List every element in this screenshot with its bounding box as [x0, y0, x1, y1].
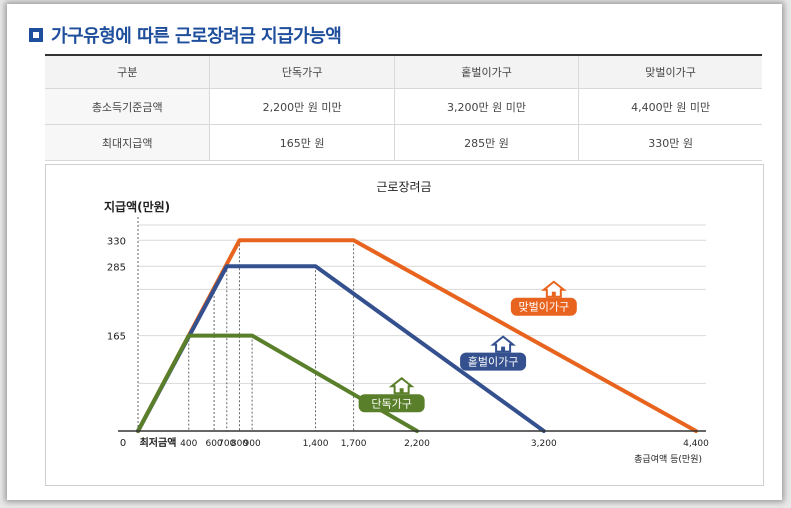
- house-icon: [490, 335, 516, 353]
- x-tick-label: 1,700: [341, 439, 367, 449]
- x-tick-label: 600: [205, 439, 222, 449]
- x-tick-label: 2,200: [404, 439, 430, 449]
- series-label-text: 맞벌이가구: [519, 301, 570, 314]
- y-tick-label: 165: [107, 332, 126, 343]
- table-header-row: 구분 단독가구 홑벌이가구 맞벌이가구: [45, 55, 762, 89]
- series-lines: [136, 238, 698, 433]
- table-row: 최대지급액 165만 원 285만 원 330만 원: [45, 124, 762, 161]
- y-tick-label: 330: [107, 236, 126, 247]
- series-label-badge: [460, 352, 527, 371]
- x-min-label: 최저금액: [140, 436, 177, 449]
- row-label: 최대지급액: [45, 124, 211, 161]
- x-tick-label: 700: [218, 439, 235, 449]
- grid-lines: [138, 224, 706, 384]
- x-origin-label: 0: [120, 438, 126, 449]
- x-tick-label: 4,400: [683, 439, 709, 449]
- series-line: [136, 333, 419, 433]
- square-bullet-icon: [29, 28, 43, 42]
- section-title: 가구유형에 따른 근로장려금 지급가능액: [51, 26, 342, 47]
- content-frame: 가구유형에 따른 근로장려금 지급가능액 구분 단독가구 홑벌이가구 맞벌이가구…: [7, 4, 782, 500]
- table-cell: 330만 원: [578, 124, 762, 161]
- table-header: 구분: [45, 55, 211, 89]
- x-tick-label: 900: [244, 439, 261, 449]
- table-cell: 4,400만 원 미만: [578, 88, 762, 125]
- guide-lines: [188, 240, 355, 431]
- x-tick-label: 400: [180, 439, 197, 449]
- table-cell: 285만 원: [394, 124, 580, 161]
- series-label-text: 홑벌이가구: [468, 356, 519, 369]
- x-tick-label: 1,400: [303, 439, 329, 449]
- section-header: 가구유형에 따른 근로장려금 지급가능액: [29, 22, 342, 48]
- series-label-badge: [510, 297, 577, 316]
- table-header: 홑벌이가구: [394, 55, 580, 89]
- house-door: [399, 388, 404, 394]
- x-axis-title: 총급여액 등(만원): [634, 453, 702, 465]
- series-label-dual-income: 맞벌이가구: [510, 280, 577, 316]
- x-tick-label: 3,200: [531, 439, 557, 449]
- house-icon: [540, 280, 567, 298]
- series-line: [136, 264, 546, 433]
- house-door: [551, 291, 556, 297]
- y-axis-title: 지급액(만원): [104, 199, 170, 214]
- series-label-badge: [358, 394, 425, 413]
- table-cell: 165만 원: [209, 124, 395, 161]
- y-tick-label: 285: [107, 262, 126, 273]
- eligibility-table: 구분 단독가구 홑벌이가구 맞벌이가구 총소득기준금액 2,200만 원 미만 …: [45, 54, 762, 161]
- axes: [118, 217, 706, 432]
- house-door: [501, 346, 506, 352]
- table-header: 맞벌이가구: [578, 55, 762, 89]
- chart-title: 근로장려금: [376, 180, 431, 194]
- series-label-single-earner: 홑벌이가구: [460, 335, 527, 371]
- row-label: 총소득기준금액: [45, 88, 211, 125]
- table-cell: 3,200만 원 미만: [394, 88, 580, 125]
- x-tick-label: 800: [231, 439, 248, 449]
- house-icon: [388, 376, 415, 395]
- series-label-text: 단독가구: [371, 397, 411, 410]
- table-header: 단독가구: [209, 55, 395, 89]
- table-row: 총소득기준금액 2,200만 원 미만 3,200만 원 미만 4,400만 원…: [45, 88, 762, 125]
- table-cell: 2,200만 원 미만: [209, 88, 395, 125]
- series-label-single-person: 단독가구: [358, 376, 425, 413]
